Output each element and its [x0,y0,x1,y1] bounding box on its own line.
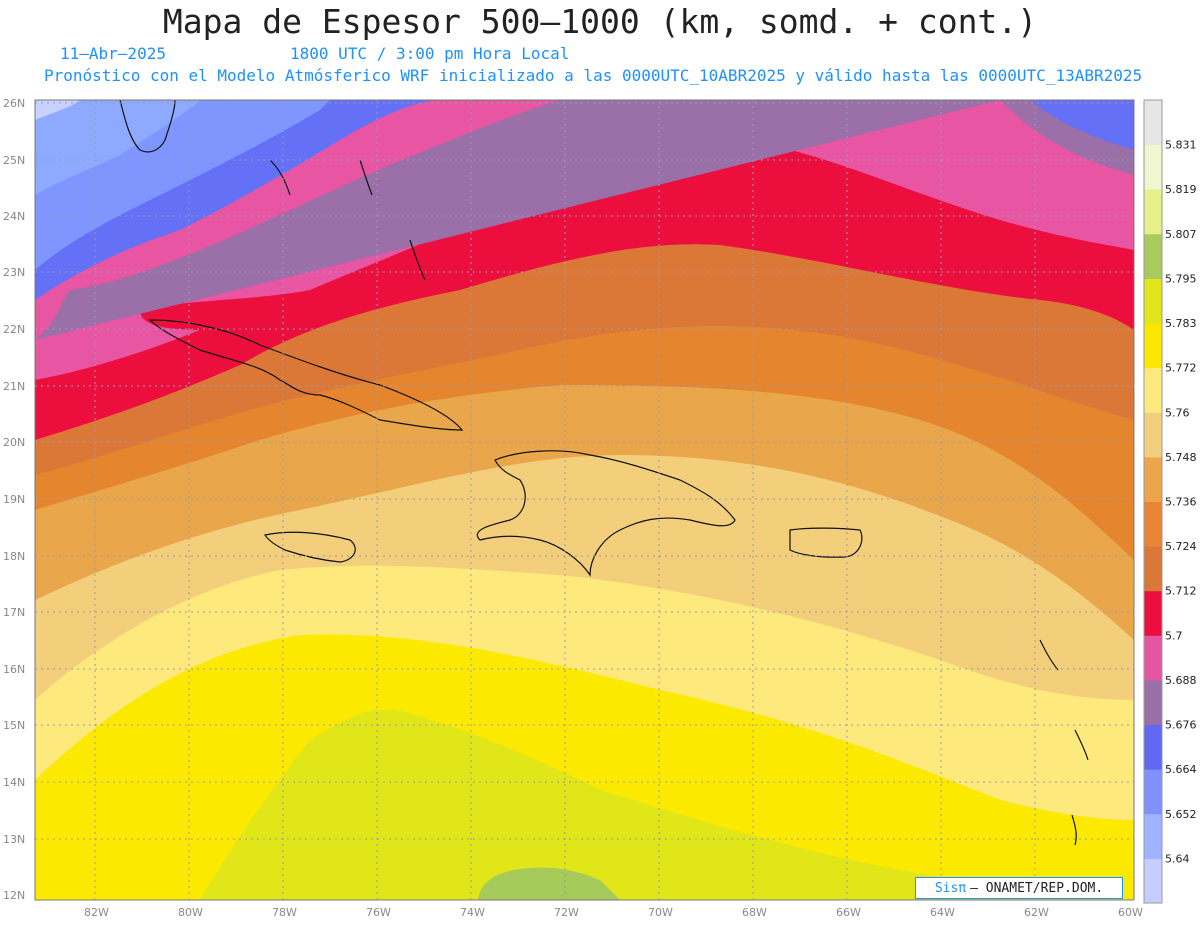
lat-label: 21N [3,380,25,393]
lat-label: 22N [3,323,25,336]
lon-label: 80W [178,906,203,919]
lat-label: 23N [3,266,25,279]
lat-label: 15N [3,719,25,732]
colorbar-label: 5.688 [1165,674,1197,687]
lon-label: 68W [742,906,767,919]
lon-label: 78W [272,906,297,919]
colorbar-label: 5.664 [1165,763,1197,776]
jamaica-outline [264,531,356,563]
colorbar-label: 5.724 [1165,540,1197,553]
colorbar-label: 5.64 [1165,852,1190,865]
credit-box: Sisπ – ONAMET/REP.DOM. [915,877,1123,899]
colorbar-frame [1143,99,1163,904]
colorbar-swatch [1144,813,1162,859]
colorbar-label: 5.807 [1165,228,1197,241]
lon-label: 66W [836,906,861,919]
band-purple [35,100,1134,340]
lat-label: 24N [3,210,25,223]
lon-axis: 82W 80W 78W 76W 74W 72W 70W 68W 66W 64W … [84,906,1143,919]
colorbar-label: 5.676 [1165,719,1197,732]
bahamas-outline [269,159,426,281]
lon-label: 72W [554,906,579,919]
colorbar-swatch [1144,590,1162,636]
colorbar-swatch [1144,144,1162,190]
colorbar-label: 5.831 [1165,139,1197,152]
colorbar-label: 5.712 [1165,585,1197,598]
colorbar-swatch [1144,456,1162,502]
lat-label: 16N [3,663,25,676]
map-frame [34,99,1135,901]
lon-label: 82W [84,906,109,919]
hispaniola-outline [476,450,736,577]
lon-label: 74W [460,906,485,919]
colorbar-swatch [1144,546,1162,592]
colorbar-swatch [1144,635,1162,681]
lon-label: 76W [366,906,391,919]
lat-label: 17N [3,606,25,619]
band-green [478,867,620,900]
forecast-date: 11–Abr–2025 [60,44,166,63]
lat-label: 13N [3,833,25,846]
band-paleblue [35,100,200,195]
colorbar-swatch [1144,412,1162,458]
puerto-rico-outline [789,527,863,558]
lat-label: 14N [3,776,25,789]
map-bands [35,100,1134,900]
lat-label: 25N [3,154,25,167]
cuba-outline [148,319,464,431]
colorbar-label: 5.783 [1165,317,1197,330]
lat-label: 20N [3,436,25,449]
colorbar-swatch [1144,233,1162,279]
forecast-time: 1800 UTC / 3:00 pm Hora Local [290,44,570,63]
lat-label: 12N [3,889,25,902]
colorbar-label: 5.652 [1165,808,1197,821]
colorbar-swatch [1144,323,1162,369]
forecast-subtitle: Pronóstico con el Modelo Atmósferico WRF… [44,66,1143,85]
band-lime [200,709,980,900]
coastlines [119,99,1089,846]
band-magenta [35,100,1134,380]
lon-label: 60W [1118,906,1143,919]
colorbar-label: 5.7 [1165,629,1183,642]
colorbar-swatch [1144,189,1162,235]
lat-label: 19N [3,493,25,506]
lon-label: 62W [1024,906,1049,919]
colorbar-swatch [1144,501,1162,547]
colorbar-label: 5.748 [1165,451,1197,464]
florida-outline [119,99,176,153]
page-title: Mapa de Espesor 500–1000 (km, somd. + co… [162,2,1038,41]
colorbar-label: 5.76 [1165,406,1190,419]
colorbar-swatch [1144,769,1162,815]
lat-label: 26N [3,97,25,110]
band-blue [35,100,1134,300]
lat-label: 18N [3,550,25,563]
lon-label: 64W [930,906,955,919]
credit-brand: Sisπ [934,880,967,896]
colorbar-label: 5.819 [1165,183,1197,196]
colorbar-swatch [1144,100,1162,146]
colorbar-swatch [1144,858,1162,904]
colorbar-label: 5.795 [1165,272,1197,285]
colorbar-swatch [1144,278,1162,324]
band-palest [35,100,80,120]
band-inner-yellow [500,462,631,539]
colorbar-swatch [1144,724,1162,770]
graticule [35,100,1134,900]
colorbar-swatch [1144,679,1162,726]
colorbar: 5.64 5.652 5.664 5.676 5.688 5.7 5.712 5.724 5.7… [1143,99,1197,904]
lon-label: 70W [648,906,673,919]
colorbar-label: 5.772 [1165,362,1197,375]
lesser-antilles-outline [1039,639,1089,846]
credit-text: – ONAMET/REP.DOM. [970,880,1104,896]
colorbar-label: 5.736 [1165,496,1197,509]
colorbar-swatch [1144,367,1162,413]
lat-axis: 26N 25N 24N 23N 22N 21N 20N 19N 18N 17N … [3,97,25,902]
